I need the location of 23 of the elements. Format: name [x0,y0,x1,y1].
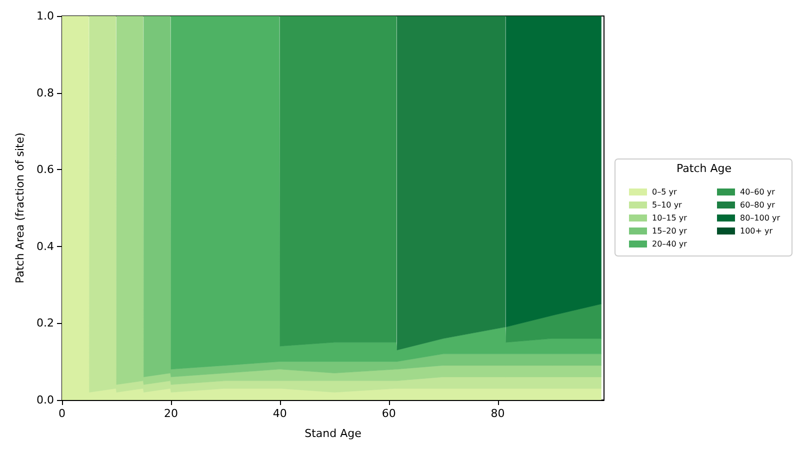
legend-label: 80–100 yr [740,214,781,222]
legend-title: Patch Age [676,162,732,175]
x-axis-title: Stand Age [304,427,362,440]
x-tick-label: 80 [490,407,505,420]
legend-label: 5–10 yr [652,200,683,210]
x-tick-label: 60 [382,407,396,420]
legend-label: 100+ yr [740,226,774,236]
x-tick-label: 0 [58,407,66,420]
legend-label: 40–60 yr [740,188,776,196]
y-tick-label: 0.8 [36,86,54,100]
legend-label: 10–15 yr [652,214,688,222]
y-tick-label: 1.0 [36,10,54,22]
y-tick-label: 0.4 [36,240,54,253]
y-tick-label: 0.2 [36,316,54,330]
legend-label: 15–20 yr [652,226,688,236]
y-tick-label: 0.0 [36,394,54,406]
x-tick-label: 20 [164,407,178,420]
legend-label: 0–5 yr [652,188,678,196]
x-tick-label: 40 [272,407,287,420]
y-tick-label: 0.6 [36,163,54,176]
y-axis-title: Patch Area (fraction of site) [14,132,27,284]
legend-label: 20–40 yr [652,240,688,248]
legend-label: 60–80 yr [740,200,776,210]
